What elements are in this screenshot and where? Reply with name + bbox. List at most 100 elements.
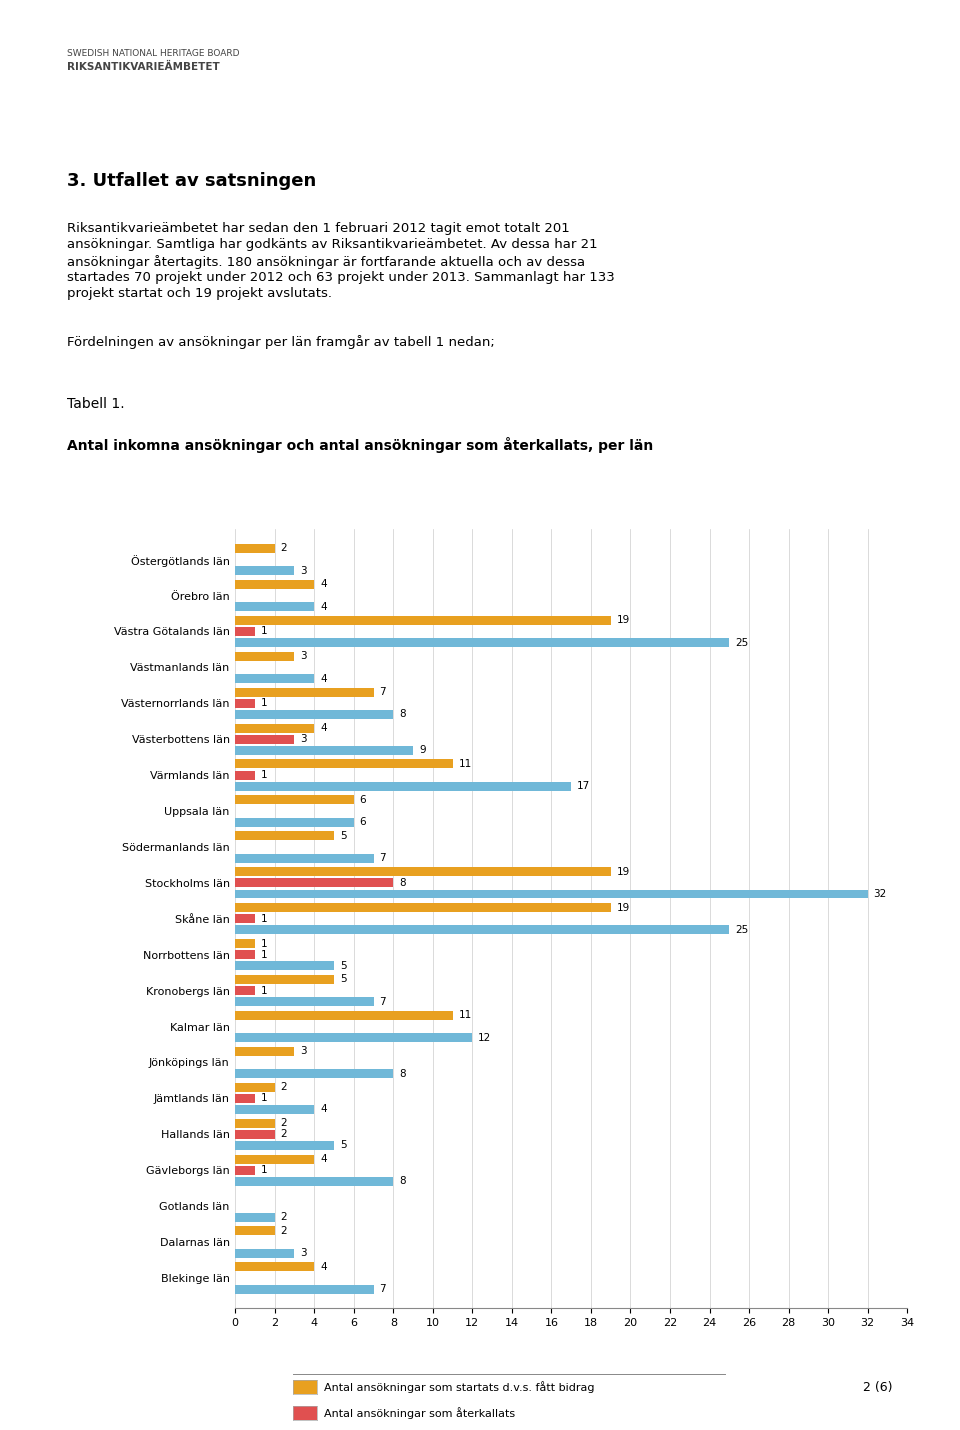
Bar <box>235 1248 295 1257</box>
Bar <box>235 771 255 779</box>
Bar <box>235 782 571 791</box>
Bar <box>235 724 314 732</box>
Text: 1: 1 <box>261 985 268 995</box>
Text: 8: 8 <box>399 709 406 719</box>
Bar <box>235 699 255 708</box>
Text: 1: 1 <box>261 1094 268 1104</box>
Bar <box>235 867 611 877</box>
Bar <box>235 950 255 960</box>
Text: startades 70 projekt under 2012 och 63 projekt under 2013. Sammanlagt har 133: startades 70 projekt under 2012 och 63 p… <box>67 270 615 285</box>
Text: 4: 4 <box>321 602 326 612</box>
Bar <box>235 961 334 971</box>
Bar <box>235 1165 255 1174</box>
Bar <box>235 940 255 948</box>
Bar <box>235 1284 373 1294</box>
Bar <box>235 543 275 553</box>
Text: 19: 19 <box>616 615 630 625</box>
Bar <box>235 1105 314 1114</box>
Text: 3: 3 <box>300 1248 307 1258</box>
Bar <box>235 674 314 684</box>
Text: 2: 2 <box>280 543 287 553</box>
Bar <box>235 795 354 805</box>
Bar <box>235 1227 275 1236</box>
Text: 6: 6 <box>360 817 367 827</box>
Bar <box>235 1118 275 1128</box>
Text: Antal ansökningar som startats d.v.s. fått bidrag: Antal ansökningar som startats d.v.s. få… <box>324 1381 594 1393</box>
Bar <box>235 831 334 841</box>
Text: 7: 7 <box>379 1284 386 1294</box>
Text: 5: 5 <box>340 831 347 841</box>
Text: 12: 12 <box>478 1032 492 1042</box>
Bar <box>235 709 394 719</box>
Text: 11: 11 <box>459 1011 471 1021</box>
Text: 8: 8 <box>399 1068 406 1078</box>
Bar <box>235 997 373 1007</box>
Text: 4: 4 <box>321 724 326 734</box>
Text: 4: 4 <box>321 1104 326 1114</box>
Text: 25: 25 <box>735 925 749 935</box>
Bar <box>235 818 354 827</box>
Bar <box>235 1213 275 1221</box>
Bar <box>235 889 868 898</box>
Bar <box>235 602 314 611</box>
Text: 4: 4 <box>321 1154 326 1164</box>
Bar <box>235 735 295 744</box>
Text: 3. Utfallet av satsningen: 3. Utfallet av satsningen <box>67 172 317 190</box>
Text: 4: 4 <box>321 579 326 589</box>
Text: 1: 1 <box>261 938 268 948</box>
Text: Antal ansökningar som återkallats: Antal ansökningar som återkallats <box>324 1407 515 1419</box>
Bar <box>235 1047 295 1055</box>
Text: 1: 1 <box>261 771 268 781</box>
Text: 17: 17 <box>577 781 590 791</box>
Text: 1: 1 <box>261 950 268 960</box>
Text: 4: 4 <box>321 674 326 684</box>
Text: 2: 2 <box>280 1130 287 1140</box>
Bar <box>235 904 611 912</box>
Text: 3: 3 <box>300 651 307 661</box>
Bar <box>235 688 373 696</box>
Text: 5: 5 <box>340 1140 347 1150</box>
Text: 7: 7 <box>379 688 386 698</box>
Text: 2: 2 <box>280 1213 287 1223</box>
Bar <box>235 626 255 636</box>
Text: 19: 19 <box>616 867 630 877</box>
Bar <box>235 854 373 862</box>
Text: 25: 25 <box>735 638 749 648</box>
Text: 8: 8 <box>399 1177 406 1187</box>
Text: 2: 2 <box>280 1226 287 1236</box>
Text: 2: 2 <box>280 1083 287 1093</box>
Bar <box>235 987 255 995</box>
Text: 5: 5 <box>340 974 347 984</box>
Text: 1: 1 <box>261 626 268 636</box>
Text: Fördelningen av ansökningar per län framgår av tabell 1 nedan;: Fördelningen av ansökningar per län fram… <box>67 336 495 349</box>
Bar <box>235 616 611 625</box>
Text: SWEDISH NATIONAL HERITAGE BOARD: SWEDISH NATIONAL HERITAGE BOARD <box>67 49 240 57</box>
Bar <box>235 759 452 768</box>
Text: 11: 11 <box>459 759 471 769</box>
Text: 2 (6): 2 (6) <box>863 1381 893 1394</box>
Bar <box>235 652 295 661</box>
Text: 1: 1 <box>261 1165 268 1175</box>
Text: 9: 9 <box>419 745 425 755</box>
Bar <box>235 1083 275 1091</box>
Text: 1: 1 <box>261 914 268 924</box>
Text: 7: 7 <box>379 854 386 864</box>
Text: 8: 8 <box>399 878 406 888</box>
Text: 3: 3 <box>300 734 307 744</box>
Bar <box>235 1070 394 1078</box>
Bar <box>235 878 394 888</box>
Bar <box>235 1177 394 1185</box>
Text: projekt startat och 19 projekt avslutats.: projekt startat och 19 projekt avslutats… <box>67 287 332 300</box>
Text: 3: 3 <box>300 1047 307 1057</box>
Text: 32: 32 <box>874 889 887 899</box>
Text: 4: 4 <box>321 1261 326 1271</box>
Bar <box>235 975 334 984</box>
Bar <box>235 1094 255 1103</box>
Bar <box>235 581 314 589</box>
Text: 7: 7 <box>379 997 386 1007</box>
Text: Antal inkomna ansökningar och antal ansökningar som återkallats, per län: Antal inkomna ansökningar och antal ansö… <box>67 438 654 453</box>
Text: 2: 2 <box>280 1118 287 1128</box>
Text: 6: 6 <box>360 795 367 805</box>
Bar <box>235 914 255 924</box>
Text: RIKSANTIKVARIEÄMBETET: RIKSANTIKVARIEÄMBETET <box>67 61 220 72</box>
